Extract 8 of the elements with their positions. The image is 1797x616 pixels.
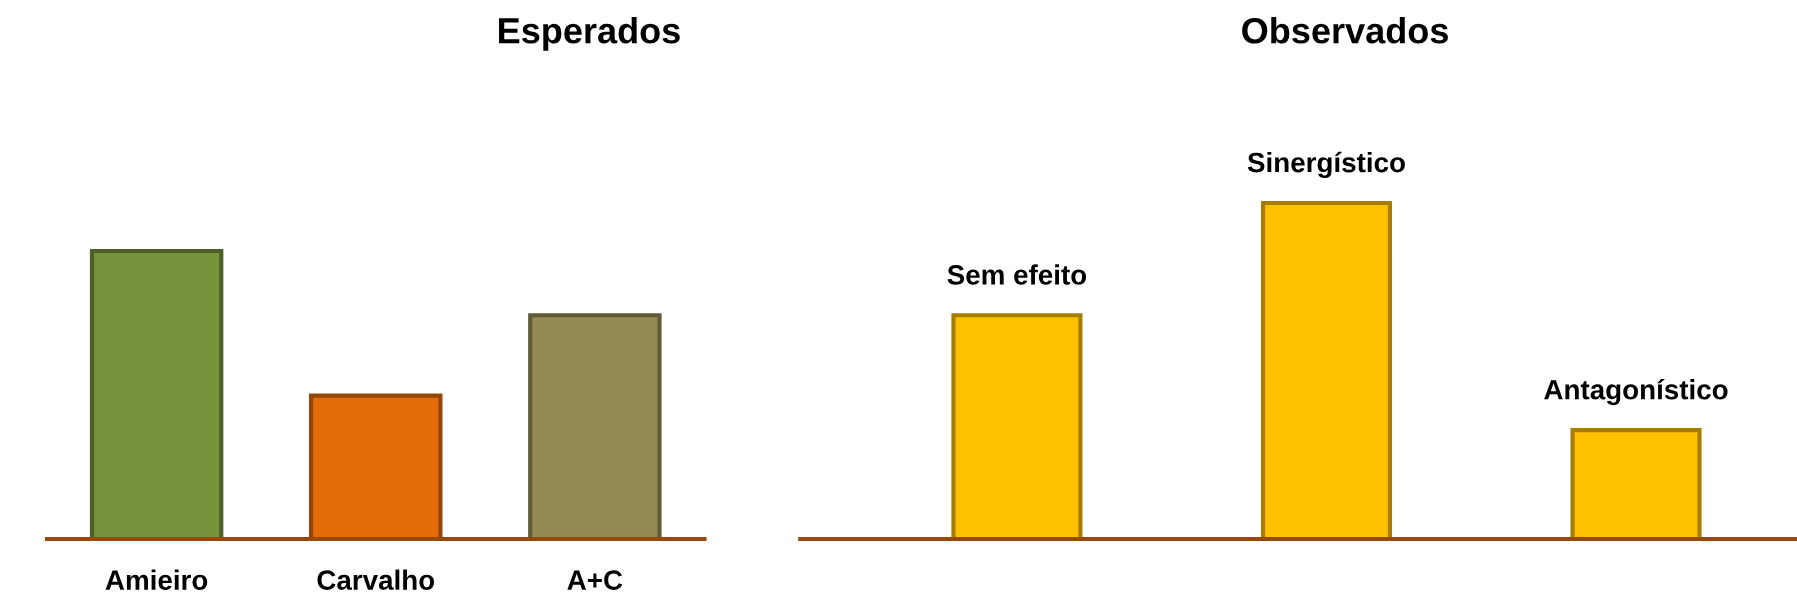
x-tick-label: Sinergístico [1247, 151, 1405, 178]
x-tick-label: Carvalho [317, 569, 435, 590]
x-tick-label: A+C [567, 570, 623, 590]
x-tick-label: Amieiro [105, 569, 208, 590]
chart-title: Observados [1242, 17, 1448, 44]
x-tick-label: Sem efeito [947, 264, 1087, 285]
x-tick-label: Antagonístico [1544, 378, 1728, 406]
chart-title: Esperados [499, 17, 680, 51]
